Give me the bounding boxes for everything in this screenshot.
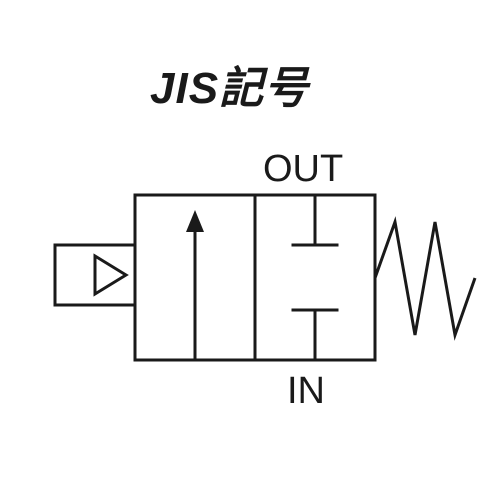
jis-symbol-diagram: JIS記号 OUT IN bbox=[0, 0, 500, 500]
valve-schematic bbox=[0, 0, 500, 500]
